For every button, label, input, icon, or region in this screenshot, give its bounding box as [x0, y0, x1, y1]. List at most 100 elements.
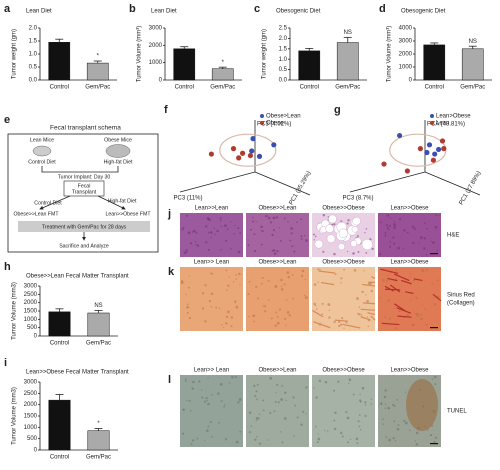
texture	[340, 431, 343, 435]
texture	[361, 290, 364, 294]
adipocyte	[350, 240, 358, 247]
texture	[248, 431, 251, 434]
texture	[370, 403, 372, 405]
texture	[314, 304, 317, 307]
texture	[273, 410, 276, 413]
texture	[288, 314, 291, 317]
texture	[221, 324, 223, 326]
texture	[233, 233, 235, 235]
texture	[206, 429, 209, 432]
texture	[287, 275, 291, 279]
texture	[429, 434, 432, 437]
texture	[379, 253, 382, 256]
texture	[317, 268, 320, 271]
texture	[303, 234, 306, 237]
texture	[180, 281, 184, 284]
texture	[315, 396, 318, 399]
texture	[224, 404, 226, 406]
texture	[327, 303, 331, 306]
texture	[358, 425, 361, 428]
texture	[333, 427, 337, 431]
texture	[260, 282, 263, 285]
texture	[413, 227, 416, 230]
texture	[393, 242, 396, 246]
texture	[356, 297, 359, 300]
texture	[239, 232, 241, 234]
fiber	[387, 277, 398, 282]
texture	[218, 307, 221, 310]
texture	[289, 239, 292, 242]
texture	[205, 241, 208, 244]
texture	[204, 439, 206, 442]
texture	[409, 272, 411, 275]
schema-text: Lean Mice	[30, 137, 54, 143]
y-tick-label: 0	[409, 78, 413, 84]
texture	[247, 244, 250, 247]
texture	[286, 271, 290, 274]
texture	[253, 384, 256, 388]
micrograph	[378, 267, 441, 331]
texture	[347, 219, 350, 222]
texture	[404, 421, 408, 425]
texture	[384, 389, 387, 392]
y-tick-label: 500	[27, 436, 38, 442]
texture	[368, 282, 371, 286]
axis-3d	[254, 171, 311, 196]
texture	[262, 399, 265, 402]
texture	[334, 273, 337, 276]
schema-text: High-fat Diet	[104, 159, 133, 165]
texture	[182, 408, 185, 412]
adipocyte	[352, 216, 361, 226]
texture	[387, 228, 390, 231]
texture	[280, 278, 283, 282]
texture	[305, 240, 308, 243]
texture	[185, 249, 188, 252]
texture	[434, 225, 438, 229]
y-tick-label: 1.0	[29, 52, 38, 58]
texture	[258, 413, 261, 415]
texture	[317, 433, 320, 435]
texture	[296, 416, 299, 419]
texture	[224, 438, 228, 441]
chart-title: Lean>>Obese Fecal Matter Transplant	[26, 370, 129, 376]
texture	[313, 233, 315, 236]
bar	[336, 42, 359, 81]
texture	[271, 233, 274, 237]
fiber	[367, 312, 376, 316]
texture	[226, 228, 229, 230]
texture	[220, 400, 223, 403]
texture	[190, 443, 193, 446]
texture	[278, 226, 280, 229]
texture	[239, 430, 242, 433]
bar	[211, 68, 234, 81]
schema-text: Tumor Implant: Day 30	[58, 174, 111, 180]
texture	[305, 386, 308, 389]
row-label: TUNEL	[447, 409, 467, 415]
texture	[371, 247, 374, 251]
texture	[425, 253, 428, 256]
texture	[224, 224, 227, 228]
data-point	[250, 136, 256, 142]
y-tick-label: 4000	[399, 26, 413, 32]
texture	[341, 435, 344, 438]
texture	[280, 431, 282, 433]
texture	[367, 325, 369, 328]
schema-title: Fecal transplant schema	[50, 125, 121, 132]
image-header: Obese>>Lean	[258, 368, 296, 374]
y-tick-label: 1500	[24, 309, 38, 315]
texture	[347, 441, 350, 444]
fiber	[400, 279, 412, 285]
texture	[205, 397, 208, 400]
x-tick-label: Gem/Pac	[85, 85, 110, 91]
texture	[203, 400, 207, 403]
texture	[419, 238, 422, 240]
texture	[397, 424, 400, 426]
schema-text: Fecal	[78, 183, 91, 189]
texture	[411, 323, 414, 327]
annotation: NS	[469, 39, 477, 45]
texture	[436, 249, 438, 252]
legend-swatch	[430, 121, 434, 125]
texture	[304, 296, 308, 300]
texture	[230, 221, 232, 223]
